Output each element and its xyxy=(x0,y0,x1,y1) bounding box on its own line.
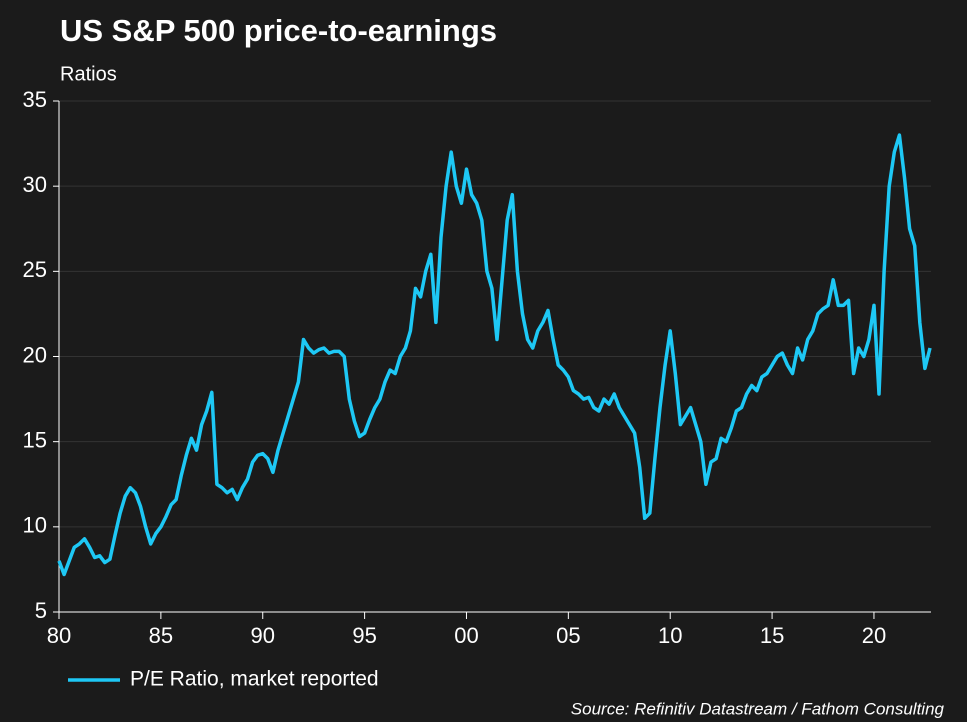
legend-label: P/E Ratio, market reported xyxy=(130,668,379,691)
y-tick-label: 35 xyxy=(23,87,47,112)
y-tick-label: 20 xyxy=(23,342,47,367)
y-tick-label: 5 xyxy=(35,598,47,623)
x-tick-label: 90 xyxy=(250,623,274,648)
y-tick-label: 25 xyxy=(23,257,47,282)
x-tick-label: 20 xyxy=(862,623,886,648)
x-tick-label: 00 xyxy=(454,623,478,648)
source: Source: Refinitiv Datastream / Fathom Co… xyxy=(571,699,945,718)
x-tick-label: 80 xyxy=(47,623,71,648)
y-tick-label: 30 xyxy=(23,172,47,197)
x-tick-label: 05 xyxy=(556,623,580,648)
x-tick-label: 15 xyxy=(760,623,784,648)
x-tick-label: 85 xyxy=(149,623,173,648)
x-tick-label: 10 xyxy=(658,623,682,648)
x-tick-label: 95 xyxy=(352,623,376,648)
chart-title: US S&P 500 price-to-earnings xyxy=(60,13,497,48)
y-axis-label: Ratios xyxy=(60,63,117,85)
y-tick-label: 10 xyxy=(23,513,47,538)
data-line xyxy=(57,133,932,577)
y-tick-label: 15 xyxy=(23,427,47,452)
